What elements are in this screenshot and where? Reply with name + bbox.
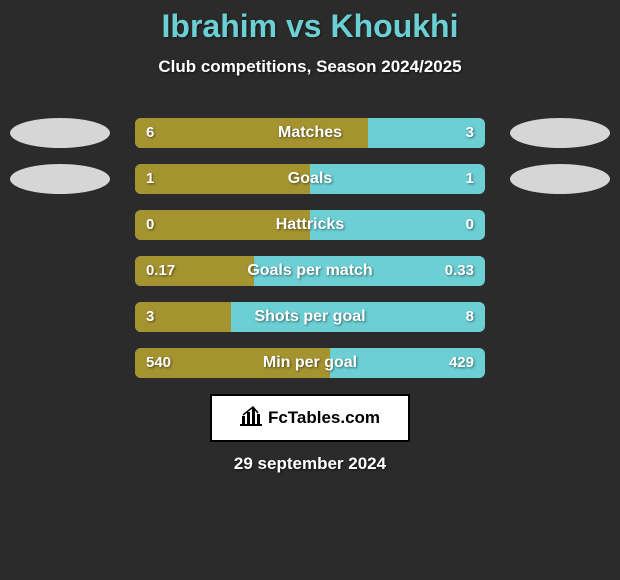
stat-row: 38Shots per goal [0,302,620,332]
stat-value-left: 0.17 [146,256,175,286]
stat-bar-track: 38Shots per goal [135,302,485,332]
stat-bar-track: 63Matches [135,118,485,148]
stat-value-left: 540 [146,348,171,378]
stat-value-left: 1 [146,164,154,194]
stat-row: 540429Min per goal [0,348,620,378]
stat-bar-left [135,118,368,148]
stat-value-left: 0 [146,210,154,240]
stat-value-right: 3 [466,118,474,148]
date-label: 29 september 2024 [0,454,620,474]
stat-value-left: 3 [146,302,154,332]
stat-row: 63Matches [0,118,620,148]
player-left-oval [10,118,110,148]
page-title: Ibrahim vs Khoukhi [0,0,620,45]
stat-row: 0.170.33Goals per match [0,256,620,286]
stats-section: 63Matches11Goals00Hattricks0.170.33Goals… [0,118,620,394]
fctables-logo[interactable]: FcTables.com [210,394,410,442]
stat-bar-track: 11Goals [135,164,485,194]
stat-value-right: 1 [466,164,474,194]
stat-bar-track: 0.170.33Goals per match [135,256,485,286]
subtitle: Club competitions, Season 2024/2025 [0,57,620,77]
chart-icon [240,406,262,431]
stat-value-right: 0.33 [445,256,474,286]
stat-value-right: 429 [449,348,474,378]
stat-row: 00Hattricks [0,210,620,240]
player-right-oval [510,164,610,194]
stat-value-right: 8 [466,302,474,332]
stat-bar-left [135,164,310,194]
stat-value-left: 6 [146,118,154,148]
stat-bar-track: 540429Min per goal [135,348,485,378]
player-right-oval [510,118,610,148]
logo-text: FcTables.com [268,408,380,428]
comparison-container: Ibrahim vs Khoukhi Club competitions, Se… [0,0,620,580]
stat-row: 11Goals [0,164,620,194]
stat-bar-left [135,210,310,240]
stat-value-right: 0 [466,210,474,240]
player-left-oval [10,164,110,194]
stat-bar-track: 00Hattricks [135,210,485,240]
